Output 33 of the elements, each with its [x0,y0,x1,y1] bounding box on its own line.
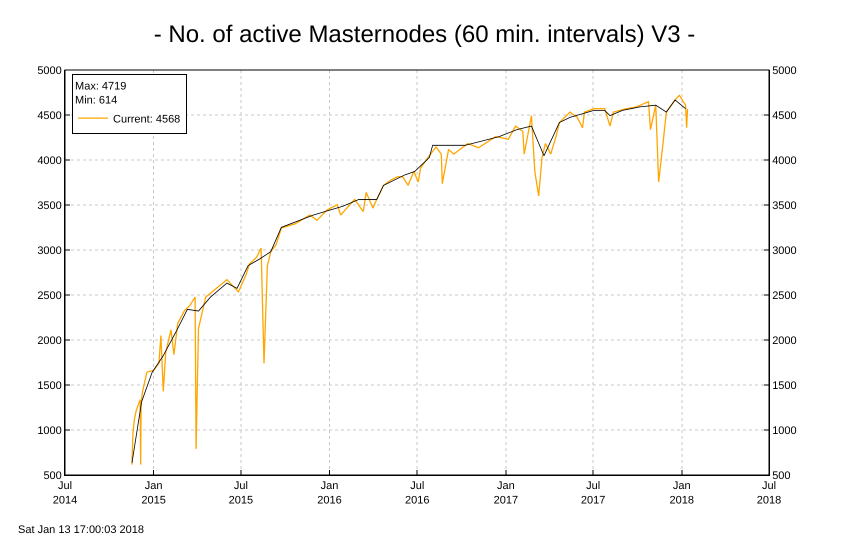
y2-tick-label: 1500 [772,380,797,392]
y2-tick-label: 3000 [772,244,797,257]
y-tick-label: 2000 [37,334,62,347]
y2-tick-label: 4500 [772,110,797,122]
y-tick-label: 3500 [37,200,62,212]
y-tick-label: 1000 [37,424,62,437]
y-tick-label: 3000 [37,244,62,257]
x-tick-label: Jan 2016 [317,480,342,506]
y2-tick-label: 4000 [772,154,797,167]
x-tick-label: Jul 2014 [52,480,78,506]
x-tick-label: Jan 2015 [141,480,166,506]
x-tick-label: Jul 2017 [580,480,606,506]
chart-title: - No. of active Masternodes (60 min. intervals) V3 - [154,21,696,48]
y2-tick-label: 500 [772,470,791,482]
y2-tick-label: 2000 [772,334,797,347]
y-tick-label: 2500 [37,290,62,302]
x-tick-label: Jul 2015 [228,480,254,506]
y2-tick-label: 1000 [772,424,797,437]
y2-tick-label: 5000 [772,64,797,77]
y-tick-label: 5000 [37,64,62,77]
y-tick-label: 4500 [37,110,62,122]
y-tick-label: 4000 [37,154,62,167]
y-tick-label: 1500 [37,380,62,392]
legend-label: Current: 4568 [113,113,180,126]
y-tick-label: 500 [43,470,62,482]
y2-tick-label: 2500 [772,290,797,302]
x-tick-label: Jul 2016 [405,480,430,506]
text: Sat Jan 13 17:00:03 2018 [18,524,144,536]
y2-tick-label: 3500 [772,200,797,212]
x-tick-label: Jan 2017 [494,480,518,506]
legend-title: Max: 4719 Min: 614 [75,80,126,107]
x-tick-label: Jan 2018 [670,480,694,506]
x-tick-label: Jul 2018 [756,480,782,506]
